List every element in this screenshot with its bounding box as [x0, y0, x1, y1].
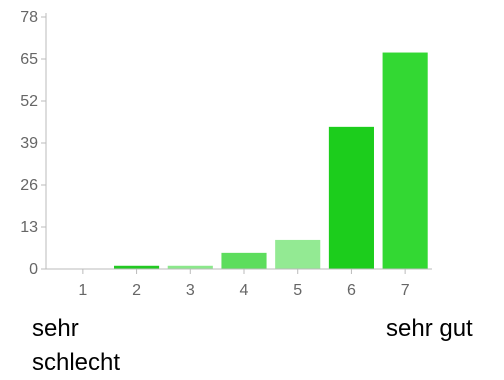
x-tick-label: 6	[347, 282, 356, 299]
bar-2	[114, 265, 160, 269]
bar-5	[275, 239, 321, 269]
y-tick-label: 78	[20, 9, 38, 26]
x-tick-label: 3	[186, 282, 195, 299]
x-axis-ticks: 1 2 3 4 5 6 7	[78, 269, 410, 299]
bar-6	[328, 126, 374, 269]
x-tick-label: 5	[293, 282, 302, 299]
scale-high-label: sehr gut	[386, 315, 473, 342]
y-tick-label: 26	[20, 177, 38, 194]
bar-chart: 0 13 26 39 52 65 78 1 2 3 4 5 6 7	[20, 9, 432, 299]
bar-7	[382, 52, 428, 270]
y-tick-label: 0	[29, 261, 38, 278]
y-axis-ticks: 0 13 26 39 52 65 78	[20, 9, 46, 278]
x-tick-label: 1	[78, 282, 87, 299]
x-tick-label: 2	[132, 282, 141, 299]
bar-3	[167, 265, 213, 269]
bar-4	[221, 252, 267, 269]
scale-low-label: sehr schlecht	[32, 315, 121, 376]
y-tick-label: 52	[20, 93, 38, 110]
x-tick-label: 7	[401, 282, 410, 299]
y-tick-label: 65	[20, 51, 38, 68]
y-tick-label: 39	[20, 135, 38, 152]
x-tick-label: 4	[240, 282, 249, 299]
bars	[114, 52, 428, 270]
y-tick-label: 13	[20, 219, 38, 236]
